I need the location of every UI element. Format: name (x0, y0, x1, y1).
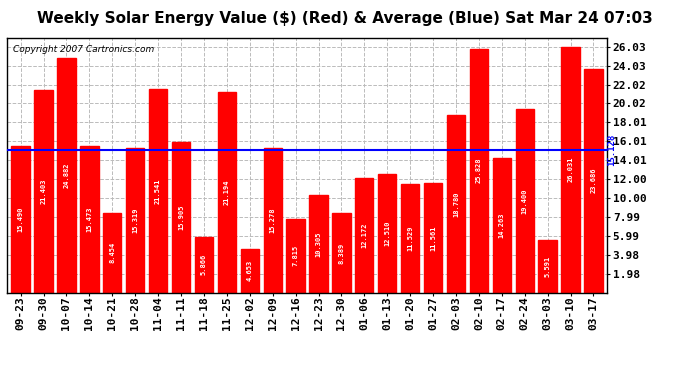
Bar (515, 109, 534, 292)
Text: 26.031: 26.031 (568, 157, 573, 182)
Bar (149, 89, 167, 292)
Text: 15.905: 15.905 (178, 205, 184, 230)
Text: 21.403: 21.403 (41, 178, 46, 204)
Text: 11.561: 11.561 (430, 225, 436, 251)
Text: 18.780: 18.780 (453, 191, 459, 217)
Text: 10.305: 10.305 (315, 231, 322, 256)
Text: 15.473: 15.473 (86, 207, 92, 232)
Text: 12.172: 12.172 (362, 222, 367, 248)
Text: Weekly Solar Energy Value ($) (Red) & Average (Blue) Sat Mar 24 07:03: Weekly Solar Energy Value ($) (Red) & Av… (37, 11, 653, 26)
Text: 8.389: 8.389 (338, 242, 344, 264)
Bar (424, 183, 442, 292)
Bar (217, 92, 236, 292)
Text: 4.653: 4.653 (247, 260, 253, 281)
Text: 5.591: 5.591 (544, 255, 551, 277)
Bar (264, 148, 282, 292)
Text: 21.541: 21.541 (155, 178, 161, 204)
Text: 25.828: 25.828 (476, 158, 482, 183)
Text: 7.815: 7.815 (293, 245, 299, 266)
Bar (447, 115, 465, 292)
Bar (401, 184, 420, 292)
Bar (57, 57, 76, 292)
Bar (103, 213, 121, 292)
Text: 12.510: 12.510 (384, 220, 391, 246)
Text: 5.866: 5.866 (201, 254, 207, 275)
Bar (286, 219, 305, 292)
Text: 23.686: 23.686 (591, 168, 596, 194)
Bar (562, 46, 580, 292)
Bar (584, 69, 602, 292)
Text: 15.319: 15.319 (132, 207, 138, 233)
Bar (493, 158, 511, 292)
Bar (241, 249, 259, 292)
Bar (470, 49, 488, 292)
Text: 24.882: 24.882 (63, 162, 70, 188)
Text: 11.529: 11.529 (407, 225, 413, 251)
Text: Copyright 2007 Cartronics.com: Copyright 2007 Cartronics.com (13, 45, 154, 54)
Text: 19.400: 19.400 (522, 188, 528, 214)
Text: 21.194: 21.194 (224, 180, 230, 205)
Bar (80, 146, 99, 292)
Bar (126, 148, 144, 292)
Bar (333, 213, 351, 292)
Text: 15.128: 15.128 (607, 134, 616, 166)
Text: 15.490: 15.490 (18, 207, 23, 232)
Bar (355, 177, 373, 292)
Bar (195, 237, 213, 292)
Bar (12, 146, 30, 292)
Bar (309, 195, 328, 292)
Text: 14.263: 14.263 (499, 212, 505, 238)
Text: 8.454: 8.454 (109, 242, 115, 263)
Bar (538, 240, 557, 292)
Text: 15.278: 15.278 (270, 208, 276, 233)
Bar (378, 174, 397, 292)
Bar (172, 142, 190, 292)
Bar (34, 90, 52, 292)
